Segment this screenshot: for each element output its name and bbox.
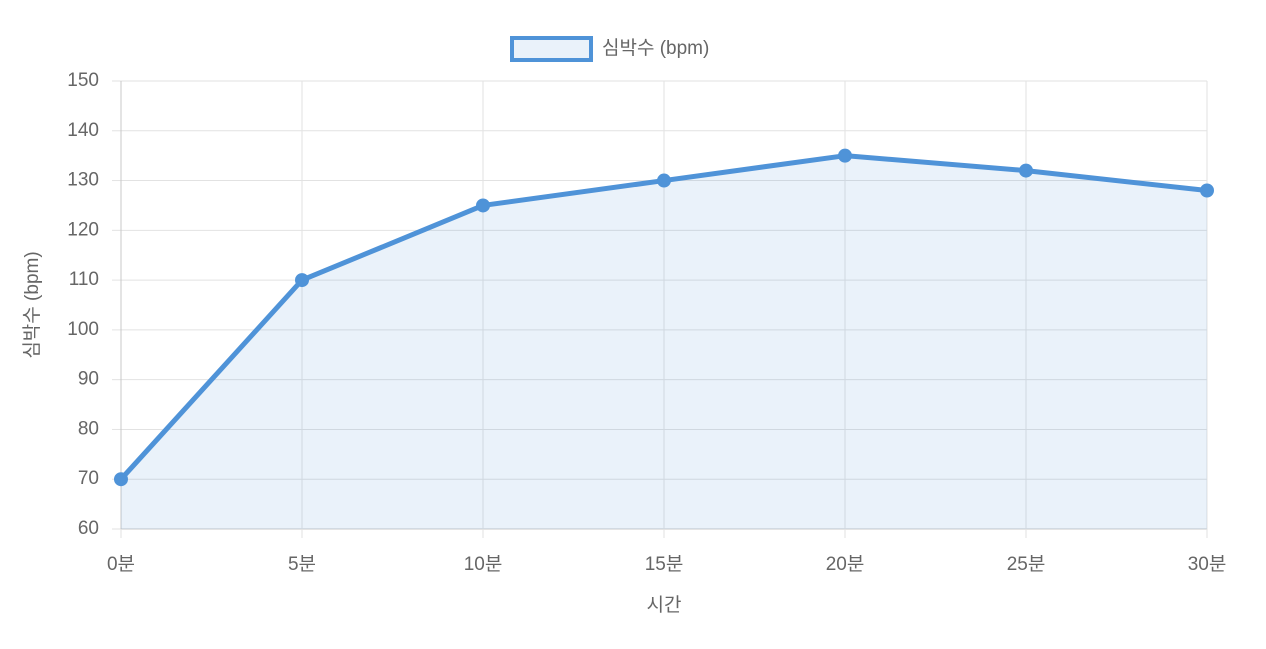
y-tick-label: 80 (78, 418, 99, 439)
y-tick-label: 100 (67, 319, 99, 340)
x-tick-label: 5분 (288, 554, 316, 575)
x-tick-label: 20분 (826, 554, 865, 575)
y-tick-label: 110 (69, 269, 99, 290)
y-tick-label: 140 (67, 120, 99, 141)
x-tick-label: 10분 (464, 554, 503, 575)
point (1200, 183, 1214, 198)
point (114, 472, 128, 487)
legend-swatch (510, 36, 593, 62)
x-tick-label: 0분 (107, 554, 135, 575)
point (657, 173, 671, 188)
y-tick-label: 130 (67, 170, 99, 191)
point (838, 148, 852, 163)
y-tick-label: 70 (78, 468, 99, 489)
y-tick-label: 90 (78, 369, 99, 390)
legend-label: 심박수 (bpm) (602, 37, 709, 59)
x-tick-label: 15분 (645, 554, 684, 575)
y-tick-label: 150 (67, 70, 99, 91)
point (1019, 163, 1033, 178)
x-tick-label: 25분 (1007, 554, 1046, 575)
point (476, 198, 490, 213)
x-tick-label: 30분 (1188, 554, 1227, 575)
y-axis-title: 심박수 (bpm) (21, 251, 43, 358)
x-axis-title: 시간 (647, 594, 682, 616)
area (121, 155, 1207, 529)
y-tick-label: 120 (67, 219, 99, 240)
y-tick-label: 60 (78, 518, 99, 539)
point (295, 273, 309, 288)
